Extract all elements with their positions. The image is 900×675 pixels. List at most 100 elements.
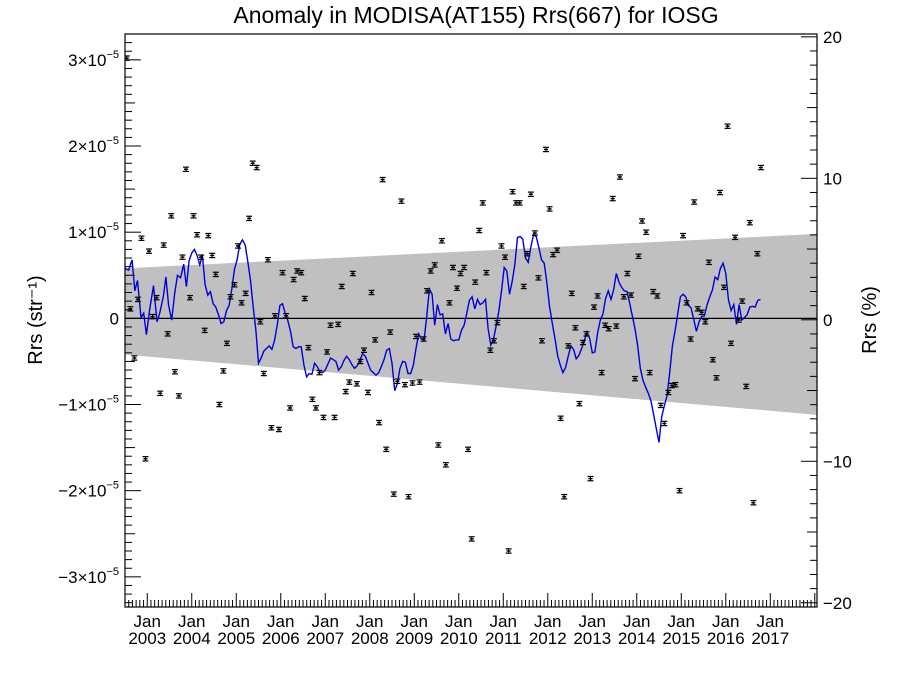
data-point xyxy=(657,402,664,409)
data-point xyxy=(327,322,334,328)
y-left-tick-label: −1×10−5 xyxy=(58,394,119,415)
data-point xyxy=(542,146,549,153)
data-point xyxy=(298,269,305,276)
data-point xyxy=(479,200,486,206)
data-point xyxy=(220,368,227,374)
y-right-tick-label: 0 xyxy=(823,311,832,330)
data-point xyxy=(268,425,275,431)
data-point xyxy=(260,370,267,377)
data-point xyxy=(516,200,523,206)
data-point xyxy=(587,475,594,482)
data-point xyxy=(331,414,338,421)
data-point xyxy=(372,337,379,343)
data-point xyxy=(680,232,687,239)
data-point xyxy=(698,309,705,316)
y-right-tick-label: 20 xyxy=(823,28,842,47)
data-point xyxy=(576,400,583,407)
data-point xyxy=(249,160,256,167)
x-tick-label-year: 2004 xyxy=(173,629,211,648)
x-tick-label-year: 2009 xyxy=(395,629,433,648)
data-point xyxy=(672,381,679,388)
data-point xyxy=(461,264,468,271)
x-tick-label-year: 2003 xyxy=(128,629,166,648)
data-point xyxy=(376,419,383,426)
data-point xyxy=(194,232,201,238)
x-tick-label-year: 2014 xyxy=(618,629,656,648)
data-point xyxy=(216,401,223,408)
data-point xyxy=(383,446,390,453)
data-point xyxy=(591,304,598,310)
x-tick-label-year: 2010 xyxy=(440,629,478,648)
plot-frame xyxy=(124,33,818,608)
data-point xyxy=(394,378,401,385)
data-point xyxy=(502,254,509,260)
data-point xyxy=(257,319,264,325)
x-tick-label-year: 2013 xyxy=(573,629,611,648)
data-point xyxy=(324,349,331,355)
y-right-tick-label: −10 xyxy=(823,452,852,471)
data-point xyxy=(179,254,186,260)
data-point xyxy=(602,322,609,328)
data-point xyxy=(198,254,205,260)
data-point xyxy=(572,325,579,331)
x-tick-label-year: 2006 xyxy=(262,629,300,648)
y-left-tick-label: 2×10−5 xyxy=(68,135,119,156)
data-point xyxy=(427,268,434,274)
x-tick-label-year: 2005 xyxy=(217,629,255,648)
data-point xyxy=(676,487,683,494)
data-point xyxy=(349,270,356,277)
data-point xyxy=(724,123,731,129)
data-point xyxy=(631,375,638,382)
data-point xyxy=(713,375,720,381)
data-point xyxy=(231,281,238,288)
data-point xyxy=(728,340,735,347)
data-point xyxy=(157,390,164,397)
data-point xyxy=(242,290,249,297)
data-point xyxy=(505,548,512,554)
x-tick-label-year: 2008 xyxy=(351,629,389,648)
x-tick-label-month: Jan xyxy=(623,612,650,631)
data-point xyxy=(746,219,753,226)
x-tick-label-year: 2007 xyxy=(306,629,344,648)
data-point xyxy=(554,247,561,254)
data-point xyxy=(420,336,427,342)
data-point xyxy=(387,329,394,335)
data-point xyxy=(146,248,153,254)
x-tick-label-month: Jan xyxy=(401,612,428,631)
data-point xyxy=(520,283,527,290)
data-point xyxy=(309,396,316,403)
y-left-tick-label: −2×10−5 xyxy=(58,480,119,501)
x-tick-label-month: Jan xyxy=(312,612,339,631)
data-point xyxy=(312,405,319,411)
data-point xyxy=(705,259,712,266)
data-point xyxy=(279,269,286,276)
data-point xyxy=(535,275,542,281)
data-point xyxy=(405,493,412,500)
data-point xyxy=(160,242,167,248)
data-point xyxy=(264,256,271,263)
data-point xyxy=(579,339,586,346)
x-tick-label-month: Jan xyxy=(267,612,294,631)
data-point xyxy=(316,369,323,376)
data-point xyxy=(168,213,175,219)
data-point xyxy=(609,195,616,202)
data-point xyxy=(472,279,479,285)
data-point xyxy=(531,230,538,236)
data-point xyxy=(750,499,757,506)
data-point xyxy=(465,446,472,453)
data-point xyxy=(527,191,534,198)
data-point xyxy=(605,325,612,332)
y-axis-left-label: Rrs (str⁻¹) xyxy=(25,275,47,364)
data-point xyxy=(368,289,375,296)
data-point xyxy=(754,250,761,257)
data-point xyxy=(182,166,189,173)
data-point xyxy=(398,198,405,204)
data-point xyxy=(709,356,716,363)
plot-area xyxy=(125,55,817,554)
y-right-tick-label: 10 xyxy=(823,169,842,188)
data-point xyxy=(732,234,739,241)
data-point xyxy=(476,227,483,234)
data-point xyxy=(735,317,742,323)
x-tick-label-month: Jan xyxy=(534,612,561,631)
data-point xyxy=(138,235,145,241)
